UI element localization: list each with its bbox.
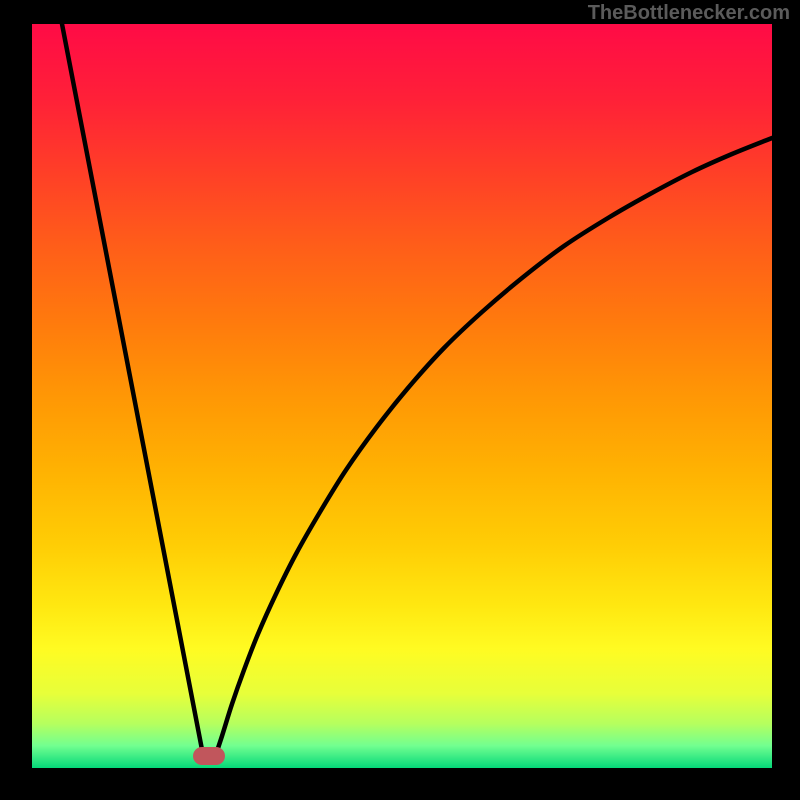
curve-overlay xyxy=(0,0,800,800)
watermark-text: TheBottlenecker.com xyxy=(588,2,790,25)
minimum-marker xyxy=(193,747,225,765)
chart-container: TheBottlenecker.com xyxy=(0,0,800,800)
